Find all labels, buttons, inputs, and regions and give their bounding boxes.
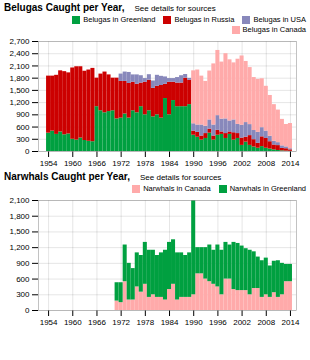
html-text:See details for sources: See details for sources <box>140 173 222 182</box>
svg-text:1990: 1990 <box>185 318 203 327</box>
svg-text:600: 600 <box>16 275 30 284</box>
svg-text:1,200: 1,200 <box>9 243 30 252</box>
html-text:Narwhals Caught per Year,: Narwhals Caught per Year, <box>4 171 130 182</box>
html-text:Belugas in Canada: Belugas in Canada <box>242 25 306 34</box>
svg-text:1,500: 1,500 <box>9 86 30 95</box>
svg-text:1996: 1996 <box>209 318 227 327</box>
svg-text:1984: 1984 <box>161 318 179 327</box>
svg-text:2,700: 2,700 <box>9 37 30 46</box>
svg-text:2,100: 2,100 <box>9 196 30 205</box>
svg-text:1990: 1990 <box>185 159 203 168</box>
svg-text:1966: 1966 <box>88 159 106 168</box>
html-text:Belugas in Greenland: Belugas in Greenland <box>83 15 156 24</box>
svg-text:1,800: 1,800 <box>9 212 30 221</box>
svg-text:2008: 2008 <box>257 159 275 168</box>
svg-text:300: 300 <box>16 135 30 144</box>
svg-text:1996: 1996 <box>209 159 227 168</box>
svg-text:1972: 1972 <box>112 159 130 168</box>
svg-text:2002: 2002 <box>233 318 251 327</box>
html-text:Narwhals in Greenland: Narwhals in Greenland <box>229 184 306 193</box>
svg-text:2002: 2002 <box>233 159 251 168</box>
svg-text:600: 600 <box>16 123 30 132</box>
svg-text:300: 300 <box>16 290 30 299</box>
svg-text:1984: 1984 <box>161 159 179 168</box>
svg-text:900: 900 <box>16 110 30 119</box>
svg-text:1954: 1954 <box>40 318 58 327</box>
svg-text:1972: 1972 <box>112 318 130 327</box>
html-text:Narwhals in Canada: Narwhals in Canada <box>143 184 211 193</box>
svg-text:1954: 1954 <box>40 159 58 168</box>
html-text:Belugas Caught per Year,: Belugas Caught per Year, <box>4 2 125 13</box>
svg-text:2008: 2008 <box>257 318 275 327</box>
svg-text:1960: 1960 <box>64 318 82 327</box>
svg-text:1960: 1960 <box>64 159 82 168</box>
svg-text:2014: 2014 <box>282 318 300 327</box>
svg-text:1,200: 1,200 <box>9 98 30 107</box>
svg-text:1966: 1966 <box>88 318 106 327</box>
html-text:Belugas in USA: Belugas in USA <box>253 15 306 24</box>
svg-text:0: 0 <box>25 306 30 315</box>
html-text:See details for sources: See details for sources <box>134 4 216 13</box>
svg-text:2,400: 2,400 <box>9 49 30 58</box>
svg-text:0: 0 <box>25 147 30 156</box>
svg-text:2,100: 2,100 <box>9 62 30 71</box>
svg-text:1,500: 1,500 <box>9 227 30 236</box>
html-text:Belugas in Russia: Belugas in Russia <box>174 15 235 24</box>
svg-text:1978: 1978 <box>136 318 154 327</box>
svg-text:1,800: 1,800 <box>9 74 30 83</box>
svg-text:1978: 1978 <box>136 159 154 168</box>
svg-text:900: 900 <box>16 259 30 268</box>
svg-text:2014: 2014 <box>282 159 300 168</box>
